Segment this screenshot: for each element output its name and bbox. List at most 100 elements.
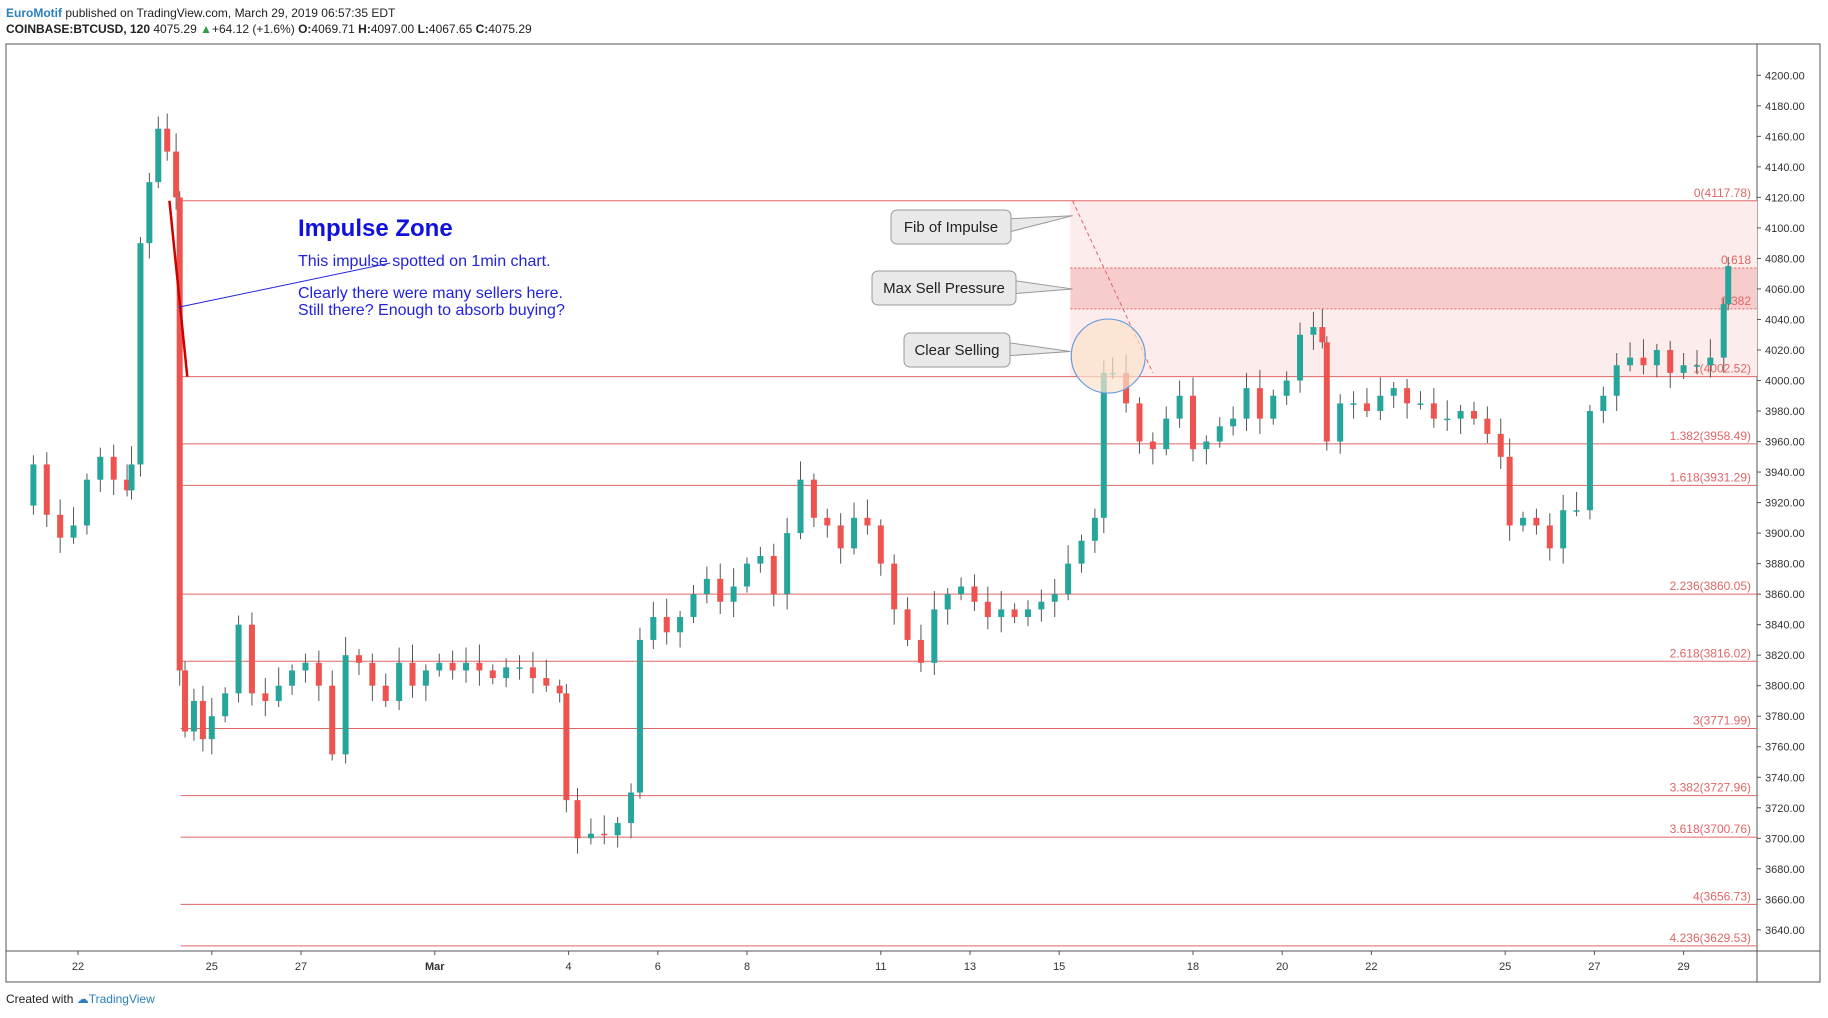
low-value: 4067.65	[428, 22, 473, 36]
candle-body	[208, 716, 215, 740]
fib-level-label: 4(3656.73)	[1693, 889, 1751, 903]
candle-body	[1404, 388, 1411, 404]
candle-body	[958, 586, 965, 595]
candle-body	[810, 479, 817, 518]
candle-body	[1100, 372, 1107, 518]
fib-level-label: 2.618(3816.02)	[1670, 646, 1751, 660]
impulse-note-line-2: Clearly there were many sellers here.	[298, 285, 563, 302]
candle-body	[70, 525, 77, 538]
candle-body	[891, 563, 898, 610]
time-axis-label: 27	[295, 961, 307, 973]
candle-body	[877, 525, 884, 564]
candle-body	[784, 533, 791, 595]
price-axis-label: 3740.00	[1765, 772, 1805, 784]
candle-body	[931, 609, 938, 663]
candle-body	[1430, 403, 1437, 419]
candle-body	[730, 586, 737, 602]
candle-body	[1230, 418, 1237, 427]
candle-body	[1560, 510, 1567, 549]
candle-body	[650, 617, 657, 640]
price-axis-label: 3840.00	[1765, 620, 1805, 632]
candle-body	[636, 639, 643, 793]
symbol-label: COINBASE:BTCUSD, 120	[6, 22, 151, 36]
candle-body	[396, 662, 403, 701]
price-axis-label: 4020.00	[1765, 345, 1805, 357]
candle-body	[1586, 411, 1593, 511]
candle-body	[1350, 403, 1357, 405]
candle-body	[83, 479, 90, 526]
candle-body	[355, 655, 362, 663]
candle-body	[717, 578, 724, 602]
impulse-note-line-3: Still there? Enough to absorb buying?	[298, 302, 565, 319]
candle-body	[1024, 609, 1031, 618]
candle-body	[1546, 525, 1553, 549]
candle-body	[1390, 388, 1397, 396]
candle-body	[1363, 403, 1370, 412]
time-axis-label: 13	[964, 961, 976, 973]
clear-selling-callout-box	[903, 332, 1011, 368]
candle-body	[563, 693, 570, 801]
candle-body	[1520, 517, 1527, 526]
candle-body	[824, 517, 831, 526]
price-axis-label: 4200.00	[1765, 70, 1805, 82]
candle-body	[601, 833, 608, 836]
candle-body	[190, 700, 197, 732]
candle-body	[1190, 395, 1196, 450]
price-axis-label: 4100.00	[1765, 223, 1805, 235]
time-axis-label: 25	[206, 961, 218, 973]
candle-body	[57, 514, 64, 538]
clear-selling-callout-pointer	[1003, 341, 1071, 357]
price-axis-label: 3680.00	[1765, 864, 1805, 876]
candle-body	[503, 667, 510, 679]
fib-level-label: 0.618	[1721, 253, 1751, 267]
candle-body	[248, 624, 255, 694]
candle-body	[489, 670, 496, 679]
candle-body	[1533, 517, 1540, 526]
fib-level-label: 4.236(3629.53)	[1670, 931, 1751, 945]
candle-body	[1136, 403, 1143, 442]
candle-body	[1256, 388, 1263, 419]
price-axis-label: 4040.00	[1765, 314, 1805, 326]
candle-body	[1725, 266, 1732, 305]
candle-body	[137, 243, 144, 465]
candle-body	[422, 670, 429, 686]
open-label: O:	[298, 22, 312, 36]
candle-body	[30, 464, 37, 506]
fib-of-impulse-callout-pointer	[1004, 215, 1073, 234]
author-name[interactable]: EuroMotif	[6, 6, 62, 20]
candle-body	[797, 479, 804, 534]
candle-body	[164, 128, 171, 152]
time-axis-label: 4	[566, 961, 572, 973]
candle-body	[1203, 441, 1210, 450]
fib-of-impulse-callout-box	[890, 209, 1012, 245]
candle-body	[173, 151, 180, 198]
clear-selling-highlight-circle	[1070, 318, 1146, 394]
max-sell-pressure-callout-text: Max Sell Pressure	[883, 280, 1005, 297]
tradingview-link[interactable]: TradingView	[88, 992, 155, 1006]
candle-body	[110, 456, 117, 480]
candle-body	[1051, 594, 1058, 602]
price-axis-label: 3940.00	[1765, 467, 1805, 479]
candle-body	[1640, 357, 1647, 366]
time-axis-label: Mar	[425, 961, 445, 973]
price-axis-label: 3700.00	[1765, 833, 1805, 845]
candle-body	[1065, 563, 1072, 595]
price-axis-label: 3860.00	[1765, 589, 1805, 601]
candle-body	[1470, 411, 1477, 419]
candle-body	[476, 662, 483, 671]
candle-body	[1163, 418, 1170, 450]
candle-body	[944, 594, 951, 610]
fib-level-label: 1.618(3931.29)	[1670, 470, 1751, 484]
candle-body	[1337, 403, 1344, 442]
candle-body	[1417, 403, 1424, 405]
price-axis-label: 3900.00	[1765, 528, 1805, 540]
candle-body	[1310, 327, 1317, 335]
candle-body	[1270, 395, 1277, 419]
candle-body	[1497, 433, 1504, 457]
price-axis-label: 3920.00	[1765, 498, 1805, 510]
created-with-text: Created with	[6, 992, 74, 1006]
candle-body	[744, 563, 750, 587]
candle-body	[128, 464, 135, 491]
fib-level-label: 1.382(3958.49)	[1670, 429, 1751, 443]
